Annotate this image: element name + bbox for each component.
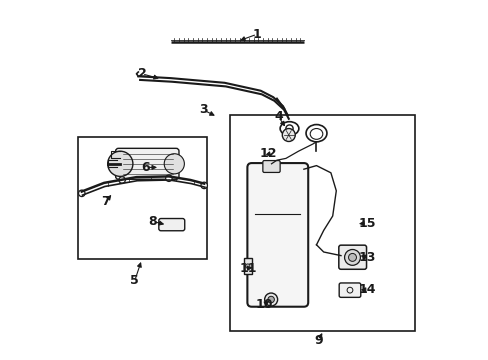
FancyBboxPatch shape — [339, 283, 360, 297]
Circle shape — [282, 129, 295, 141]
Text: 14: 14 — [357, 283, 375, 296]
Text: 3: 3 — [199, 103, 207, 116]
Circle shape — [348, 253, 356, 261]
Circle shape — [264, 293, 277, 306]
Text: 8: 8 — [148, 215, 157, 228]
FancyBboxPatch shape — [159, 219, 184, 231]
Text: 13: 13 — [358, 251, 375, 264]
Text: 10: 10 — [255, 298, 272, 311]
Text: 7: 7 — [102, 195, 110, 208]
Circle shape — [201, 182, 207, 189]
Circle shape — [107, 151, 133, 176]
Text: 5: 5 — [130, 274, 139, 287]
Text: 9: 9 — [313, 334, 322, 347]
Circle shape — [164, 154, 184, 174]
Circle shape — [79, 190, 85, 197]
Text: 2: 2 — [137, 67, 146, 80]
Circle shape — [119, 177, 125, 183]
Text: 12: 12 — [259, 147, 276, 159]
FancyBboxPatch shape — [263, 161, 280, 172]
Circle shape — [267, 296, 274, 303]
Circle shape — [344, 249, 360, 265]
FancyBboxPatch shape — [247, 163, 307, 307]
Text: 11: 11 — [239, 262, 256, 275]
Circle shape — [165, 175, 172, 181]
Text: 6: 6 — [141, 161, 149, 174]
Bar — [78, 137, 206, 259]
Circle shape — [245, 264, 249, 268]
Text: 1: 1 — [252, 28, 261, 41]
Text: 15: 15 — [357, 217, 375, 230]
Bar — [230, 115, 415, 331]
Text: 4: 4 — [274, 111, 283, 123]
Bar — [244, 258, 251, 274]
FancyBboxPatch shape — [115, 148, 179, 179]
FancyBboxPatch shape — [338, 245, 366, 269]
